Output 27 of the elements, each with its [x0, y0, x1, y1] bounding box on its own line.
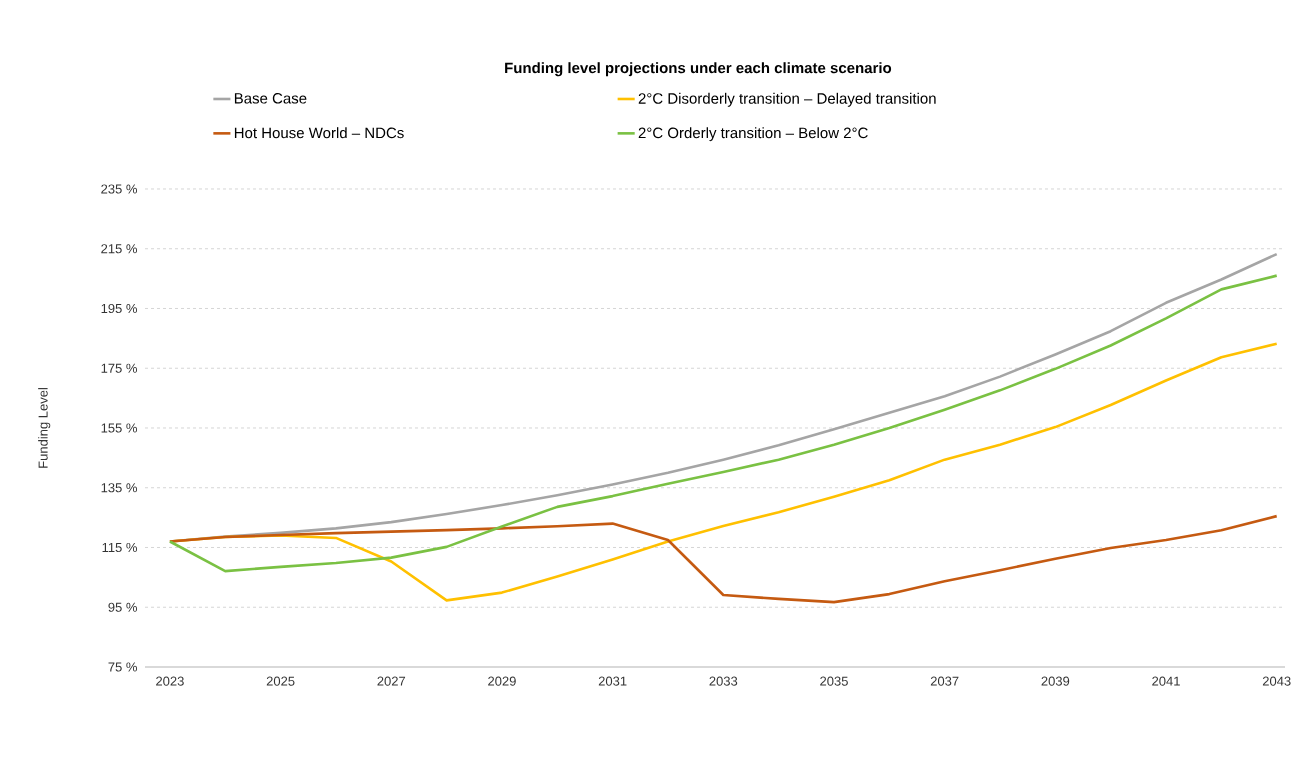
y-tick-label: 155 % — [101, 423, 137, 433]
legend-label: 2°C Orderly transition – Below 2°C — [638, 127, 868, 142]
x-tick-label: 2027 — [377, 676, 406, 686]
x-tick-label: 2029 — [488, 676, 516, 686]
legend-label: Hot House World – NDCs — [234, 127, 404, 139]
x-tick-label: 2033 — [709, 676, 738, 686]
x-tick-label: 2043 — [1262, 676, 1291, 686]
x-tick-label: 2025 — [266, 676, 295, 686]
x-tick-label: 2035 — [820, 676, 848, 686]
legend-label: 2°C Disorderly transition – Delayed transition — [638, 92, 936, 107]
y-tick-label: 75 % — [108, 662, 137, 672]
x-tick-label: 2031 — [598, 676, 627, 686]
line-series — [168, 274, 1278, 573]
y-axis-title: Funding Level — [38, 388, 51, 468]
y-tick-label: 115 % — [102, 542, 137, 553]
y-tick-label: 235 % — [101, 184, 137, 194]
y-tick-label: 175 % — [101, 363, 137, 373]
x-tick-label: 2039 — [1041, 676, 1070, 686]
x-tick-label: 2023 — [156, 676, 184, 686]
y-tick-label: 95 % — [108, 602, 137, 612]
chart-title: Funding level projections under each climate scenario — [505, 62, 892, 77]
x-tick-label: 2037 — [930, 676, 959, 686]
y-tick-label: 215 % — [101, 244, 137, 254]
x-tick-label: 2041 — [1152, 676, 1180, 686]
y-tick-label: 195 % — [101, 303, 137, 314]
y-tick-label: 135 % — [101, 483, 137, 493]
legend-label: Base Case — [234, 93, 307, 104]
